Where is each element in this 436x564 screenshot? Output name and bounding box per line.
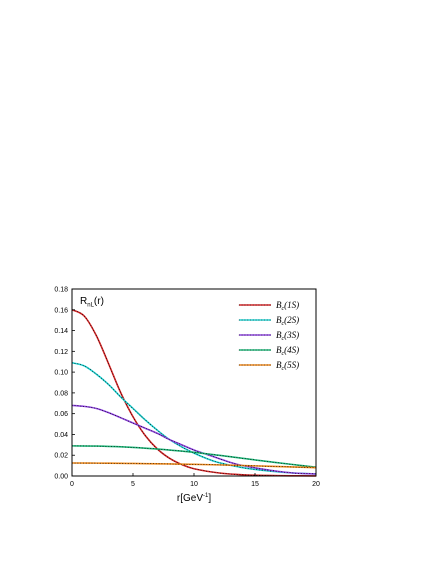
annotation-main: R	[80, 296, 87, 307]
x-axis-title-close: ]	[208, 493, 211, 504]
y-tick-label: 0.14	[54, 328, 68, 335]
axis-ticks	[71, 288, 317, 477]
legend-label-main: B	[276, 300, 282, 310]
legend-label-main: B	[276, 330, 282, 340]
x-tick-label: 10	[190, 481, 198, 488]
legend-label-state: (2S)	[284, 315, 299, 325]
legend-label-sub: c	[282, 366, 285, 372]
legend-label-state: (3S)	[284, 330, 299, 340]
legend-label-main: B	[276, 360, 282, 370]
x-tick-label: 15	[251, 481, 259, 488]
radial-function-label: RnL(r)	[80, 296, 104, 309]
legend-label: Bc(5S)	[276, 360, 299, 372]
series-markers-2	[71, 362, 317, 475]
y-tick-label: 0.08	[54, 390, 68, 397]
legend-label-sub: c	[282, 306, 285, 312]
y-tick-label: 0.12	[54, 349, 68, 356]
legend-label: Bc(3S)	[276, 330, 299, 342]
y-tick-label: 0.16	[54, 307, 68, 314]
legend-item-5: Bc(5S)	[238, 360, 299, 372]
legend-label-main: B	[276, 315, 282, 325]
series-markers-5	[71, 462, 317, 468]
y-tick-label: 0.04	[54, 432, 68, 439]
x-axis-title-main: r	[177, 493, 181, 504]
legend-item-1: Bc(1S)	[238, 300, 299, 312]
legend-label-state: (1S)	[284, 300, 299, 310]
y-tick-label: 0.00	[54, 474, 68, 481]
legend-label-state: (5S)	[284, 360, 299, 370]
annotation-tail: (r)	[94, 296, 104, 307]
y-tick-label: 0.06	[54, 411, 68, 418]
x-tick-label: 5	[131, 481, 135, 488]
series-line-2	[71, 361, 317, 475]
legend-label: Bc(4S)	[276, 345, 299, 357]
annotation-sub: nL	[87, 303, 94, 309]
legend: Bc(1S)Bc(2S)Bc(3S)Bc(4S)Bc(5S)	[238, 300, 299, 372]
x-tick-label: 20	[312, 481, 320, 488]
y-tick-label: 0.02	[54, 453, 68, 460]
series-markers-3	[71, 405, 317, 475]
legend-label-state: (4S)	[284, 345, 299, 355]
legend-label-sub: c	[282, 351, 285, 357]
legend-label-sub: c	[282, 336, 285, 342]
legend-label-main: B	[276, 345, 282, 355]
legend-item-2: Bc(2S)	[238, 315, 299, 327]
y-tick-label: 0.10	[54, 370, 68, 377]
legend-label: Bc(1S)	[276, 300, 299, 312]
axis-tick-labels: 0 5 10 15 20 0.00 0.02 0.04 0.06 0.08 0.10 0.12 0.14…	[54, 287, 320, 489]
x-axis-title-unit: [GeV	[180, 493, 203, 504]
legend-item-4: Bc(4S)	[238, 345, 299, 357]
x-axis-title: r[GeV-1]	[177, 493, 211, 504]
legend-label: Bc(2S)	[276, 315, 299, 327]
y-tick-label: 0.18	[54, 287, 68, 294]
x-tick-label: 0	[70, 481, 74, 488]
legend-item-3: Bc(3S)	[238, 330, 299, 342]
x-axis-title-sup: -1	[203, 493, 209, 499]
series-line-4	[71, 445, 317, 468]
legend-label-sub: c	[282, 321, 285, 327]
